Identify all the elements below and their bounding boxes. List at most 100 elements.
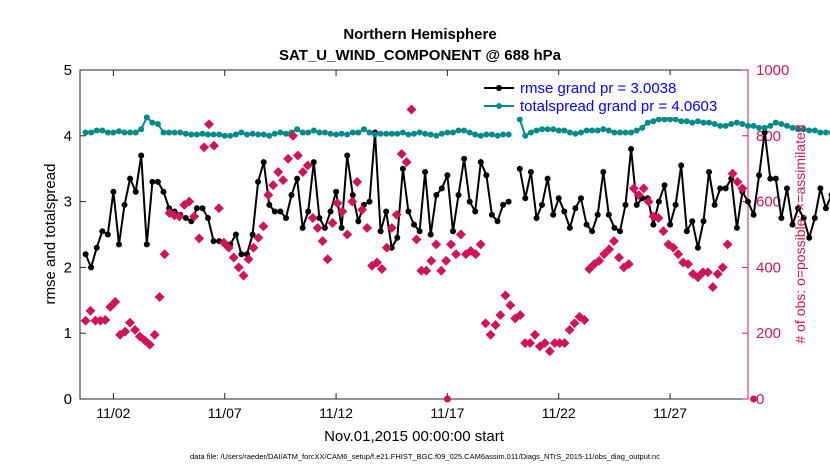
assimilated-point <box>347 196 358 207</box>
series-point <box>516 165 523 172</box>
series-point <box>488 211 495 218</box>
y-tick-label-right: 200 <box>756 325 781 342</box>
assimilated-point <box>441 255 452 266</box>
series-point <box>655 198 662 205</box>
series-point <box>127 175 134 182</box>
assimilated-point <box>717 262 728 273</box>
series-point <box>683 228 690 235</box>
series-point <box>461 127 468 134</box>
series-point <box>444 172 451 179</box>
assimilated-point <box>544 346 555 357</box>
series-point <box>650 221 657 228</box>
series-point <box>672 201 679 208</box>
series-point <box>667 116 674 123</box>
series-point <box>249 231 256 238</box>
assimilated-point <box>204 119 214 130</box>
series-point <box>500 131 507 138</box>
assimilated-point <box>278 175 289 186</box>
assimilated-point <box>475 239 486 250</box>
assimilated-point <box>480 318 491 329</box>
assimilated-point <box>426 255 437 266</box>
series-point <box>611 224 618 231</box>
y-tick-label-left: 0 <box>64 391 72 408</box>
series-point <box>706 169 712 175</box>
series-point <box>561 208 568 215</box>
series-point <box>149 119 156 126</box>
series-point <box>745 122 751 129</box>
series-point <box>622 129 629 136</box>
assimilated-point <box>130 324 140 335</box>
assimilated-point <box>144 339 155 350</box>
series-point <box>600 169 607 175</box>
series-point <box>132 129 139 136</box>
series-point <box>488 131 495 138</box>
series-point <box>316 129 323 136</box>
series-point <box>333 131 340 138</box>
assimilated-point <box>737 183 748 194</box>
y-axis-label-right: # of obs: o=possible; ×=assimilated <box>792 124 808 343</box>
series-point <box>583 127 590 134</box>
series-point <box>205 131 211 138</box>
assimilated-point <box>307 213 318 223</box>
series-point <box>700 218 707 225</box>
series-point <box>210 238 217 245</box>
series-point <box>611 129 618 136</box>
x-tick-label: 11/07 <box>208 405 242 421</box>
series-point <box>450 228 456 235</box>
assimilated-point <box>411 234 422 245</box>
series-point <box>617 228 623 235</box>
series-point <box>199 130 206 137</box>
series-point <box>700 119 707 126</box>
series-point <box>154 121 161 127</box>
series-point <box>110 129 117 136</box>
series-point <box>238 129 245 136</box>
assimilated-point <box>292 150 303 161</box>
series-point <box>143 114 150 121</box>
series-point <box>433 132 440 139</box>
series-point <box>88 264 95 271</box>
assimilated-point <box>599 249 610 260</box>
series-point <box>277 129 284 136</box>
plot-area <box>79 69 749 400</box>
y-tick-label-left: 4 <box>64 128 72 145</box>
series-point <box>772 119 779 126</box>
y-tick-label-left: 1 <box>64 325 72 342</box>
series-point <box>739 121 746 127</box>
series-point <box>182 130 189 137</box>
assimilated-point <box>283 153 294 164</box>
assimilated-point <box>638 183 649 194</box>
series-point <box>416 129 423 136</box>
series-point <box>689 119 696 126</box>
legend-label-totalspread: totalspread grand pr = 4.0603 <box>520 98 717 115</box>
assimilated-point <box>559 338 570 349</box>
assimilated-point <box>149 329 160 340</box>
series-point <box>299 224 306 231</box>
x-tick-label: 11/12 <box>319 405 353 421</box>
series-point <box>472 208 479 215</box>
assimilated-point <box>386 222 397 233</box>
assimilated-point <box>609 236 619 247</box>
series-point <box>572 130 579 137</box>
series-point <box>811 127 818 134</box>
series-point <box>216 131 223 138</box>
series-point <box>321 224 328 231</box>
series-point <box>266 132 273 139</box>
series-point <box>505 198 512 205</box>
series-point <box>461 155 468 162</box>
series-point <box>483 131 490 138</box>
series-point <box>99 127 106 134</box>
assimilated-point <box>495 310 506 321</box>
y-axis-label-left: rmse and totalspread <box>42 164 59 305</box>
assimilated-point <box>184 196 195 207</box>
series-point <box>555 127 562 134</box>
series-point <box>527 169 534 175</box>
assimilated-point <box>258 221 269 232</box>
series-point <box>182 215 189 221</box>
y-tick-label-left: 3 <box>64 194 72 211</box>
series-point <box>344 152 351 159</box>
series-point <box>283 215 289 221</box>
series-point <box>138 126 145 133</box>
assimilated-point <box>697 267 708 278</box>
series-point <box>193 205 200 212</box>
assimilated-point <box>312 222 323 233</box>
